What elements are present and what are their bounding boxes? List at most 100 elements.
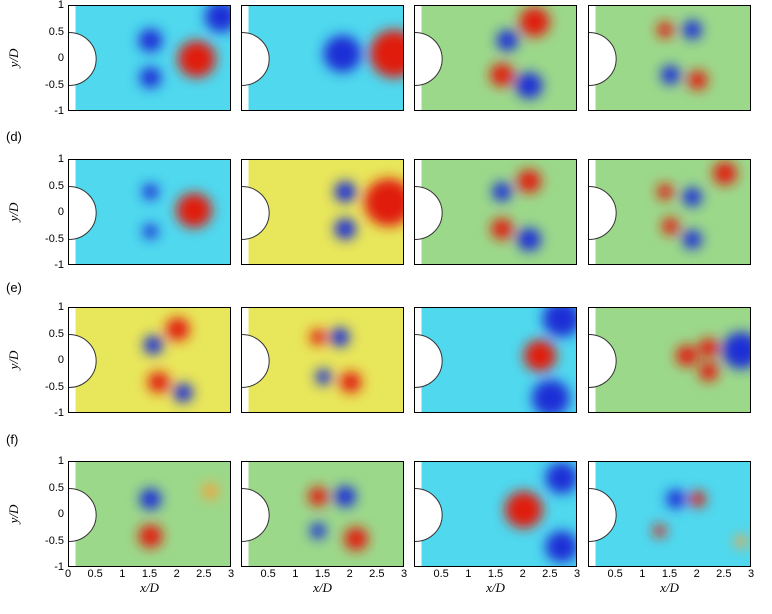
- y-tick-label: 0.5: [48, 481, 64, 494]
- vorticity-blob: [491, 218, 513, 240]
- cylinder-shape: [69, 186, 97, 240]
- vorticity-blob: [339, 371, 362, 393]
- x-tick-label: 1.5: [661, 568, 678, 580]
- y-tick-label: 0.5: [48, 179, 64, 192]
- cylinder-shape: [242, 32, 270, 86]
- heatmap-panel: [68, 461, 231, 567]
- y-tick-label: 1: [57, 455, 64, 467]
- y-tick-label: -0.5: [45, 232, 64, 245]
- x-tick-label: 1: [292, 568, 299, 580]
- vorticity-blob: [496, 29, 519, 52]
- heatmap-svg: [69, 308, 230, 412]
- heatmap-panel: [68, 159, 231, 265]
- vorticity-blob: [315, 368, 332, 385]
- vorticity-blob: [698, 362, 719, 382]
- x-tick-label: 1: [465, 568, 472, 580]
- vorticity-blob: [308, 486, 328, 506]
- y-tick-label: 0: [57, 206, 64, 218]
- vorticity-blob: [143, 335, 163, 355]
- heatmap-svg: [415, 462, 576, 566]
- heatmap-panel: [241, 159, 404, 265]
- heatmap-panel: [414, 159, 577, 265]
- x-axis-label: x/D: [140, 580, 159, 595]
- vorticity-blob: [545, 530, 576, 563]
- vorticity-blob: [334, 218, 357, 240]
- cylinder-shape: [415, 488, 443, 542]
- vorticity-blob: [176, 192, 212, 228]
- y-tick-label: -0.5: [45, 380, 64, 393]
- vorticity-blob: [722, 331, 750, 369]
- vorticity-blob: [734, 535, 748, 548]
- cylinder-shape: [589, 32, 617, 86]
- heatmap-panel: [68, 5, 231, 111]
- heatmap-svg: [69, 6, 230, 110]
- vorticity-blob: [344, 527, 369, 551]
- x-tick-label: 2.5: [369, 568, 385, 580]
- vorticity-blob: [138, 28, 163, 53]
- x-tick-label: 2: [173, 568, 180, 580]
- x-tick-label: 3: [227, 568, 235, 580]
- y-axis-label: y/D: [6, 48, 21, 68]
- vorticity-blob: [204, 6, 230, 33]
- x-tick-label: 3: [747, 568, 755, 580]
- vorticity-blob: [202, 483, 219, 500]
- heatmap-panel: [68, 307, 231, 413]
- vorticity-blob: [515, 72, 543, 99]
- x-tick-label: 0.5: [433, 568, 449, 580]
- vorticity-blob: [173, 383, 193, 403]
- heatmap-panel: [414, 5, 577, 111]
- vorticity-blob: [682, 229, 703, 250]
- vorticity-blob: [309, 329, 327, 346]
- vorticity-blob: [519, 7, 550, 37]
- vorticity-blob: [660, 65, 681, 85]
- y-tick-label: 0: [57, 354, 64, 366]
- vorticity-blob: [698, 338, 719, 358]
- x-tick-label: 1: [119, 568, 126, 580]
- heatmap-svg: [589, 6, 750, 110]
- cylinder-shape: [589, 186, 617, 240]
- cylinder-shape: [242, 186, 270, 240]
- cylinder-shape: [589, 334, 617, 388]
- cylinder-shape: [69, 334, 97, 388]
- vorticity-blob: [139, 488, 162, 510]
- vorticity-blob: [139, 66, 162, 89]
- vorticity-blob: [666, 489, 686, 509]
- heatmap-svg: [242, 308, 403, 412]
- x-tick-label: 2: [519, 568, 526, 580]
- vorticity-blob: [712, 161, 737, 185]
- vorticity-blob: [147, 371, 170, 393]
- vorticity-blob: [142, 224, 159, 239]
- vorticity-blob: [542, 308, 576, 338]
- vorticity-blob: [492, 182, 512, 202]
- vorticity-blob: [523, 339, 557, 372]
- row-label: (f): [6, 432, 19, 447]
- y-tick-label: -1: [54, 407, 64, 419]
- heatmap-panel: [241, 5, 404, 111]
- cylinder-shape: [242, 334, 270, 388]
- y-axis-label: y/D: [6, 350, 21, 370]
- vorticity-blob: [545, 462, 576, 494]
- heatmap-panel: [241, 461, 404, 567]
- x-tick-label: 0: [64, 568, 72, 580]
- vorticity-blob: [323, 35, 362, 73]
- x-tick-label: 2.5: [542, 568, 558, 580]
- x-tick-label: 0.5: [607, 568, 623, 580]
- vorticity-blob: [138, 524, 163, 548]
- x-axis-label: x/D: [313, 580, 332, 595]
- cylinder-shape: [415, 334, 443, 388]
- x-axis-label: x/D: [486, 580, 505, 595]
- vorticity-blob: [142, 183, 159, 200]
- cylinder-shape: [69, 32, 97, 86]
- cylinder-shape: [415, 186, 443, 240]
- row-label: (e): [6, 280, 22, 295]
- heatmap-svg: [69, 160, 230, 264]
- vorticity-blob: [661, 217, 680, 235]
- cylinder-shape: [415, 32, 443, 86]
- vorticity-blob: [517, 169, 542, 193]
- x-tick-label: 1.5: [314, 568, 331, 580]
- cylinder-shape: [69, 488, 97, 542]
- heatmap-panel: [241, 307, 404, 413]
- y-axis-label: y/D: [6, 202, 21, 222]
- vorticity-blob: [531, 379, 570, 412]
